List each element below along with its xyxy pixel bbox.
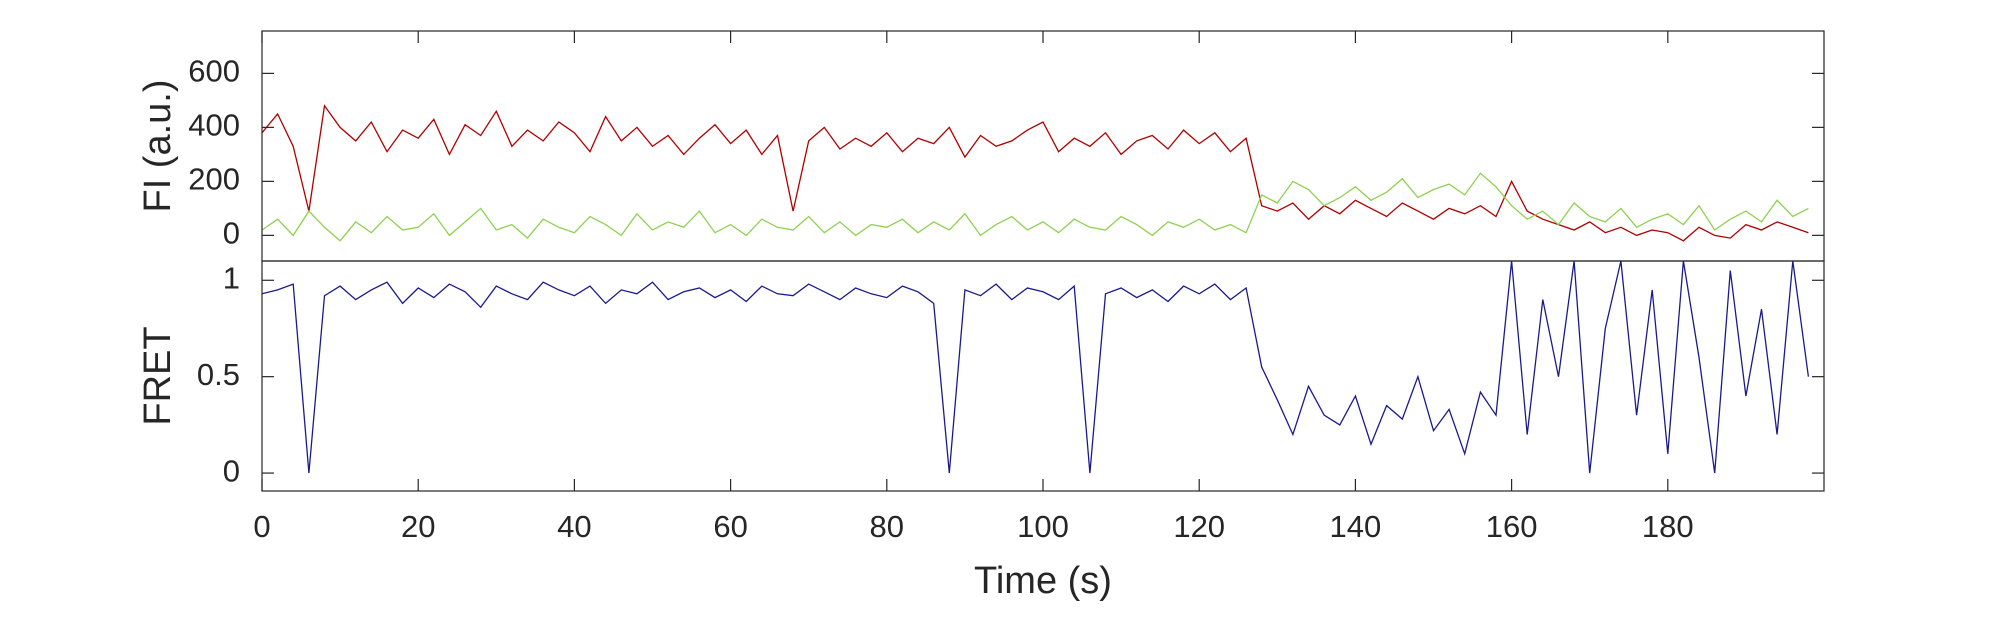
- data-line: [262, 261, 1810, 474]
- y-tick-label: 0: [223, 216, 240, 251]
- x-tick-label: 120: [1173, 509, 1225, 544]
- plot-area: [262, 261, 1810, 474]
- x-tick-label: 40: [557, 509, 591, 544]
- x-tick-label: 0: [253, 509, 270, 544]
- y-tick-label: 600: [188, 54, 240, 89]
- data-line: [262, 104, 1809, 242]
- y-tick-label: 200: [188, 162, 240, 197]
- x-tick-label: 140: [1330, 509, 1382, 544]
- y-tick-label: 1: [223, 260, 240, 295]
- axes-box: [261, 30, 1825, 262]
- x-axis-label: Time (s): [974, 560, 1112, 602]
- y-tick-label: 0: [223, 453, 240, 488]
- plot-area: [262, 104, 1809, 242]
- y-axis-label: FI (a.u.): [137, 79, 179, 212]
- x-tick-label: 180: [1642, 509, 1694, 544]
- x-tick-label: 80: [870, 509, 904, 544]
- y-tick-label: 0.5: [197, 357, 240, 392]
- data-line: [262, 172, 1809, 242]
- x-tick-label: 60: [713, 509, 747, 544]
- y-tick-label: 400: [188, 108, 240, 143]
- y-axis-label: FRET: [137, 326, 179, 425]
- x-tick-label: 100: [1017, 509, 1069, 544]
- axes-box: [261, 260, 1825, 492]
- x-tick-label: 20: [401, 509, 435, 544]
- x-tick-label: 160: [1486, 509, 1538, 544]
